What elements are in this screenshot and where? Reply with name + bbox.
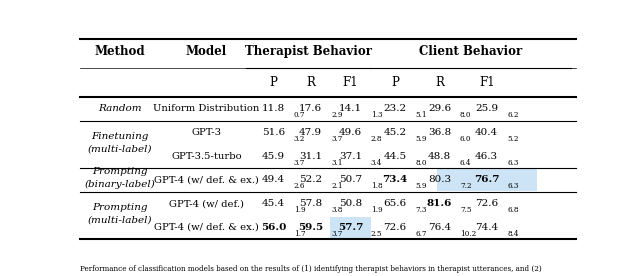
- Text: 51.6: 51.6: [262, 128, 285, 137]
- Text: 17.6: 17.6: [299, 104, 322, 113]
- Text: 57.7: 57.7: [338, 223, 363, 232]
- Text: 46.3: 46.3: [475, 152, 499, 161]
- Text: 45.2: 45.2: [383, 128, 406, 137]
- Text: Finetuning: Finetuning: [91, 132, 148, 141]
- Text: 31.1: 31.1: [299, 152, 322, 161]
- Bar: [330, 217, 371, 238]
- Text: (multi-label): (multi-label): [88, 144, 152, 153]
- Text: 7.3: 7.3: [415, 206, 427, 214]
- Text: 1.3: 1.3: [371, 111, 382, 119]
- Text: 50.7: 50.7: [339, 176, 362, 184]
- Text: R: R: [435, 76, 444, 89]
- Text: 1.8: 1.8: [371, 182, 382, 190]
- Text: 1.9: 1.9: [371, 206, 382, 214]
- Text: 40.4: 40.4: [475, 128, 499, 137]
- Text: GPT-4 (w/ def. & ex.): GPT-4 (w/ def. & ex.): [154, 223, 259, 232]
- Text: 76.7: 76.7: [474, 176, 499, 184]
- Text: Performance of classification models based on the results of (1) identifying the: Performance of classification models bas…: [80, 265, 541, 273]
- Text: 65.6: 65.6: [383, 199, 406, 208]
- Text: 6.0: 6.0: [460, 135, 472, 143]
- Text: 2.6: 2.6: [294, 182, 305, 190]
- Text: 6.8: 6.8: [507, 206, 518, 214]
- Text: 25.9: 25.9: [475, 104, 499, 113]
- Text: P: P: [391, 76, 399, 89]
- Text: Method: Method: [94, 45, 145, 58]
- Text: 23.2: 23.2: [383, 104, 406, 113]
- Text: 50.8: 50.8: [339, 199, 362, 208]
- Text: Model: Model: [186, 45, 227, 58]
- Text: 5.9: 5.9: [415, 135, 427, 143]
- Text: 72.6: 72.6: [383, 223, 406, 232]
- Text: 59.5: 59.5: [298, 223, 323, 232]
- Text: 2.1: 2.1: [331, 182, 342, 190]
- Text: 5.1: 5.1: [415, 111, 427, 119]
- Text: 6.2: 6.2: [507, 111, 518, 119]
- Text: 6.3: 6.3: [507, 159, 518, 167]
- Text: 14.1: 14.1: [339, 104, 362, 113]
- Text: 6.3: 6.3: [507, 182, 518, 190]
- Text: R: R: [306, 76, 315, 89]
- Text: 7.5: 7.5: [460, 206, 472, 214]
- Text: 5.9: 5.9: [415, 182, 427, 190]
- Text: 57.8: 57.8: [299, 199, 322, 208]
- Text: 1.9: 1.9: [294, 206, 305, 214]
- Text: 3.2: 3.2: [294, 135, 305, 143]
- Text: 5.2: 5.2: [507, 135, 518, 143]
- Text: 11.8: 11.8: [262, 104, 285, 113]
- Text: Uniform Distribution: Uniform Distribution: [154, 104, 260, 113]
- Text: F1: F1: [479, 76, 495, 89]
- Text: 48.8: 48.8: [428, 152, 451, 161]
- Text: 76.4: 76.4: [428, 223, 451, 232]
- Text: 2.9: 2.9: [331, 111, 342, 119]
- Text: 81.6: 81.6: [427, 199, 452, 208]
- Text: GPT-3: GPT-3: [191, 128, 221, 137]
- Text: 37.1: 37.1: [339, 152, 362, 161]
- Text: 3.4: 3.4: [371, 159, 382, 167]
- Text: GPT-4 (w/ def. & ex.): GPT-4 (w/ def. & ex.): [154, 176, 259, 184]
- Bar: [436, 169, 537, 191]
- Text: Prompting: Prompting: [92, 167, 147, 176]
- Text: 3.8: 3.8: [331, 206, 342, 214]
- Text: 80.3: 80.3: [428, 176, 451, 184]
- Text: 49.4: 49.4: [262, 176, 285, 184]
- Text: 0.7: 0.7: [294, 111, 305, 119]
- Text: 52.2: 52.2: [299, 176, 322, 184]
- Text: (binary-label): (binary-label): [84, 180, 155, 189]
- Text: 6.4: 6.4: [460, 159, 472, 167]
- Text: Client Behavior: Client Behavior: [419, 45, 522, 58]
- Text: Prompting: Prompting: [92, 203, 147, 212]
- Text: 2.5: 2.5: [371, 230, 382, 238]
- Text: 7.2: 7.2: [460, 182, 472, 190]
- Text: Therapist Behavior: Therapist Behavior: [244, 45, 372, 58]
- Text: 36.8: 36.8: [428, 128, 451, 137]
- Text: 74.4: 74.4: [475, 223, 499, 232]
- Text: Random: Random: [98, 104, 141, 113]
- Text: 3.7: 3.7: [331, 135, 342, 143]
- Text: 1.7: 1.7: [294, 230, 305, 238]
- Text: (multi-label): (multi-label): [88, 215, 152, 224]
- Text: 10.2: 10.2: [460, 230, 476, 238]
- Text: 49.6: 49.6: [339, 128, 362, 137]
- Text: 72.6: 72.6: [475, 199, 499, 208]
- Text: GPT-3.5-turbo: GPT-3.5-turbo: [171, 152, 242, 161]
- Text: 8.0: 8.0: [460, 111, 472, 119]
- Text: 8.4: 8.4: [507, 230, 518, 238]
- Text: GPT-4 (w/ def.): GPT-4 (w/ def.): [169, 199, 244, 208]
- Text: F1: F1: [342, 76, 358, 89]
- Text: 2.8: 2.8: [371, 135, 382, 143]
- Text: 3.1: 3.1: [331, 159, 342, 167]
- Text: 73.4: 73.4: [382, 176, 408, 184]
- Text: 6.7: 6.7: [415, 230, 427, 238]
- Text: 8.0: 8.0: [415, 159, 427, 167]
- Text: P: P: [269, 76, 277, 89]
- Text: 47.9: 47.9: [299, 128, 322, 137]
- Text: 29.6: 29.6: [428, 104, 451, 113]
- Text: 3.7: 3.7: [294, 159, 305, 167]
- Text: 56.0: 56.0: [260, 223, 286, 232]
- Text: 44.5: 44.5: [383, 152, 406, 161]
- Text: 45.4: 45.4: [262, 199, 285, 208]
- Text: 3.7: 3.7: [331, 230, 342, 238]
- Text: 45.9: 45.9: [262, 152, 285, 161]
